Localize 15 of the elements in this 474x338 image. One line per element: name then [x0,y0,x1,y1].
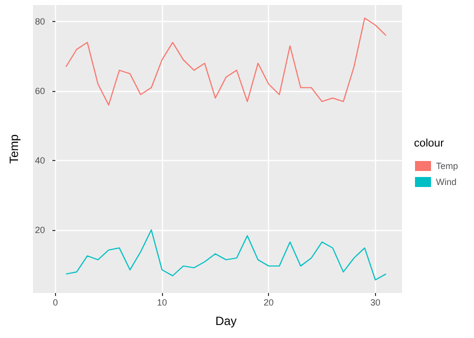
y-tick-label: 60 [34,86,45,96]
x-tick-label: 30 [370,298,380,308]
x-tick-label: 0 [52,298,58,308]
line-series [65,18,387,106]
legend-title: colour [414,138,444,150]
y-tick-label: 40 [34,156,45,166]
x-tick-label: 20 [264,298,274,308]
y-tick-label: 80 [34,16,45,27]
x-axis-title: Day [215,314,237,328]
legend-label: Wind [436,177,457,187]
line-series [65,229,387,280]
legend-label: Temp [436,161,458,171]
x-tick-label: 10 [156,298,168,308]
y-axis-title: Temp [7,134,21,164]
y-tick-label: 20 [34,225,45,236]
